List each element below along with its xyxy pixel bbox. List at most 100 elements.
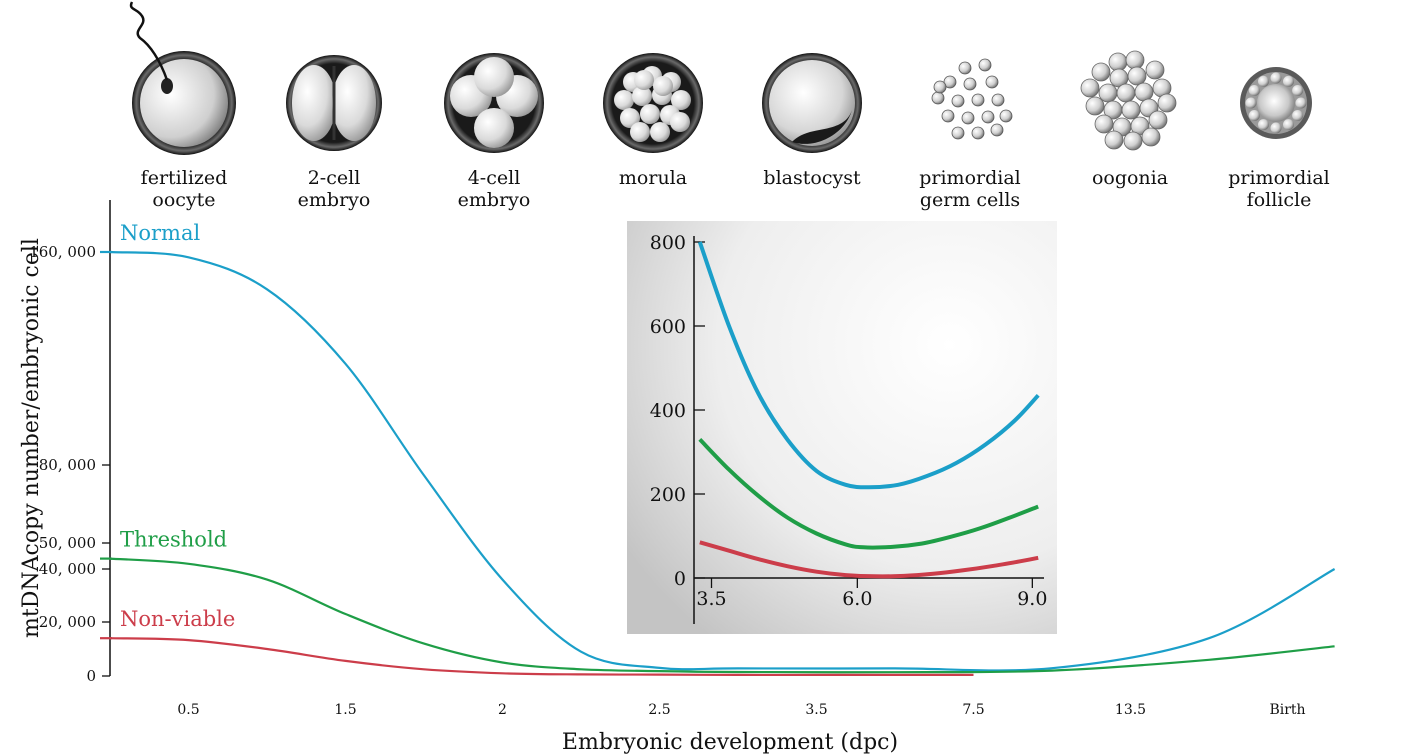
main-series-labels: Normal Threshold Non-viable bbox=[120, 221, 235, 631]
oogonia-cell-22 bbox=[1141, 127, 1161, 147]
oogonia-cell-8 bbox=[1116, 83, 1136, 103]
germ-cell-8 bbox=[991, 93, 1005, 107]
main-y-ticks: 0 20, 000 40, 000 50, 000 80, 000 160, 000 bbox=[29, 243, 110, 685]
follicle-cell-9 bbox=[1270, 72, 1282, 84]
morula-cell-13 bbox=[634, 70, 654, 90]
germ-cell-5 bbox=[931, 91, 945, 105]
follicle-cell-5 bbox=[1248, 110, 1260, 121]
germ-cell-14 bbox=[971, 126, 985, 140]
main-y-tick-label-2: 40, 000 bbox=[39, 560, 96, 578]
morula-cell-4 bbox=[632, 86, 652, 106]
inset-series-non-viable-line bbox=[699, 540, 1039, 579]
main-y-tick-label-4: 80, 000 bbox=[39, 456, 96, 474]
main-x-tick-label-7: Birth bbox=[1269, 702, 1305, 718]
oogonia-cell-6 bbox=[1080, 78, 1100, 98]
germ-cell-1 bbox=[978, 58, 992, 72]
inset-series-threshold-line bbox=[698, 438, 1039, 550]
inset-x-tick-label-0: 3.5 bbox=[696, 588, 726, 610]
follicle-cell-7 bbox=[1248, 85, 1260, 96]
germ-cell-6 bbox=[951, 94, 965, 108]
germ-cell-15 bbox=[990, 123, 1004, 137]
oogonia-cell-7 bbox=[1098, 83, 1118, 103]
stage-label-oogonia-line-0: oogonia bbox=[1092, 167, 1168, 189]
main-series-normal-line bbox=[109, 250, 1336, 672]
germ-cell-7 bbox=[971, 93, 985, 107]
main-y-tick-label-3: 50, 000 bbox=[39, 534, 96, 552]
stage-label-morula-line-0: morula bbox=[619, 167, 687, 189]
follicle-cell-1 bbox=[1292, 110, 1304, 121]
oogonia-cell-20 bbox=[1104, 130, 1124, 150]
oogonia-icon bbox=[1080, 50, 1177, 151]
inset-series bbox=[697, 241, 1040, 579]
oogonia-cell-2 bbox=[1091, 62, 1111, 82]
stage-label-primordial-germ-cells-line-0: primordial bbox=[919, 167, 1021, 189]
germ-cell-11 bbox=[981, 110, 995, 124]
germ-cell-4 bbox=[985, 75, 999, 89]
oogonia-cell-21 bbox=[1123, 131, 1143, 151]
main-x-tick-label-1: 1.5 bbox=[334, 702, 356, 718]
stage-illustrations bbox=[129, 1, 1312, 155]
morula-cell-14 bbox=[653, 76, 673, 96]
stage-label-primordial-follicle-line-0: primordial bbox=[1228, 167, 1330, 189]
stage-label-2-cell-embryo-line-1: embryo bbox=[298, 189, 371, 211]
inset-y-ticks: 0 200 400 600 800 bbox=[650, 232, 705, 590]
oogonia-cell-9 bbox=[1134, 82, 1154, 102]
morula-cell-12 bbox=[650, 122, 670, 142]
germ-cell-12 bbox=[999, 109, 1013, 123]
germ-cell-10 bbox=[961, 111, 975, 125]
oogonia-cell-11 bbox=[1085, 96, 1105, 116]
2-cell-embryo-icon bbox=[286, 55, 382, 151]
germ-cell-9 bbox=[941, 109, 955, 123]
inset-x-ticks: 3.5 6.0 9.0 bbox=[696, 578, 1047, 610]
oogonia-cell-15 bbox=[1157, 93, 1177, 113]
main-series-non-viable-line bbox=[109, 637, 974, 677]
inset-y-tick-label-1: 200 bbox=[650, 484, 686, 506]
oogonia-cell-5 bbox=[1145, 60, 1165, 80]
4-cell-embryo-icon bbox=[444, 53, 544, 153]
stage-label-blastocyst-line-0: blastocyst bbox=[763, 167, 861, 189]
main-x-tick-label-5: 7.5 bbox=[962, 702, 984, 718]
primordial-germ-cells-icon bbox=[931, 58, 1013, 140]
morula-cell-3 bbox=[614, 90, 634, 110]
y-axis-label: mtDNAcopy number/embryonic cell bbox=[19, 238, 44, 638]
main-series-label-threshold: Threshold bbox=[120, 528, 227, 552]
main-series-label-normal: Normal bbox=[120, 221, 200, 245]
main-x-ticks: 0.5 1.5 2 2.5 3.5 7.5 13.5 Birth bbox=[177, 702, 1305, 718]
follicle-cell-8 bbox=[1258, 75, 1269, 87]
germ-cell-16 bbox=[933, 80, 947, 94]
stage-label-2-cell-embryo-line-0: 2-cell bbox=[308, 167, 361, 189]
germ-cell-13 bbox=[951, 126, 965, 140]
stage-label-fertilized-oocyte-line-0: fertilized bbox=[141, 167, 228, 189]
inset-y-tick-label-2: 400 bbox=[650, 400, 686, 422]
stage-label-primordial-germ-cells-line-1: germ cells bbox=[920, 189, 1020, 211]
follicle-cell-6 bbox=[1245, 97, 1257, 109]
oogonia-cell-19 bbox=[1148, 110, 1168, 130]
morula-cell-10 bbox=[670, 112, 690, 132]
main-y-tick-label-0: 0 bbox=[86, 667, 96, 685]
morula-cell-8 bbox=[640, 104, 660, 124]
main-x-tick-label-2: 2 bbox=[498, 702, 507, 718]
oogonia-cell-1 bbox=[1125, 50, 1145, 70]
inset-y-tick-label-3: 600 bbox=[650, 316, 686, 338]
oogonia-cell-13 bbox=[1121, 100, 1141, 120]
main-series-threshold-line bbox=[109, 557, 1335, 674]
main-series-label-non-viable: Non-viable bbox=[120, 607, 235, 631]
stage-label-4-cell-embryo-line-0: 4-cell bbox=[468, 167, 521, 189]
inset-background bbox=[627, 221, 1057, 634]
germ-cell-3 bbox=[963, 77, 977, 91]
primordial-follicle-icon bbox=[1240, 67, 1312, 139]
main-x-tick-label-3: 2.5 bbox=[648, 702, 670, 718]
main-chart: 0 20, 000 40, 000 50, 000 80, 000 160, 000 0.… bbox=[19, 200, 1336, 755]
main-series bbox=[100, 250, 1336, 677]
morula-cell-7 bbox=[620, 108, 640, 128]
germ-cell-2 bbox=[943, 75, 957, 89]
main-x-tick-label-4: 3.5 bbox=[805, 702, 827, 718]
main-y-tick-label-5: 160, 000 bbox=[29, 243, 96, 261]
stage-label-4-cell-embryo-line-1: embryo bbox=[458, 189, 531, 211]
stage-label-fertilized-oocyte-line-1: oocyte bbox=[152, 189, 215, 211]
oogonia-cell-0 bbox=[1108, 52, 1128, 72]
main-y-tick-label-1: 20, 000 bbox=[39, 613, 96, 631]
blastocyst-icon bbox=[762, 53, 862, 153]
inset-x-tick-label-2: 9.0 bbox=[1017, 588, 1047, 610]
